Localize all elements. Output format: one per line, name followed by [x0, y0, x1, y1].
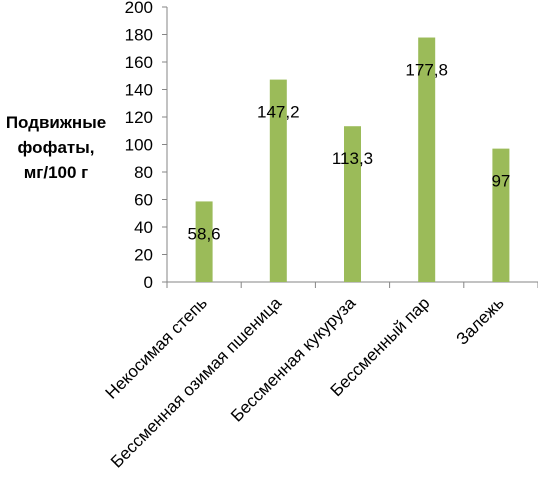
y-tick-label: 40	[134, 218, 153, 237]
data-label: 147,2	[257, 103, 300, 122]
y-tick-label: 180	[125, 26, 153, 45]
bar	[492, 148, 510, 282]
bar	[344, 126, 361, 283]
bar	[269, 79, 287, 282]
y-axis-label: Подвижные фофаты, мг/100 г	[0, 110, 112, 185]
x-tick-label: Залежь	[452, 293, 507, 348]
y-tick-label: 80	[134, 163, 153, 182]
y-axis-label-line: фофаты,	[17, 138, 95, 157]
y-tick-label: 20	[134, 246, 153, 265]
y-axis-label-line: мг/100 г	[23, 163, 89, 182]
y-tick-label: 0	[144, 273, 153, 292]
y-axis-label-line: Подвижные	[5, 113, 107, 132]
bar	[195, 201, 213, 282]
data-labels: 58,6 147,2 113,3 177,8 97	[188, 61, 511, 244]
y-tick-label: 140	[125, 81, 153, 100]
axes: 0 20 40 60 80 100 120 140 160 180 200	[125, 0, 538, 292]
y-tick-label: 200	[125, 0, 153, 17]
data-label: 113,3	[332, 149, 373, 168]
data-label: 97	[491, 172, 510, 191]
data-label: 58,6	[188, 224, 221, 243]
bars	[195, 37, 510, 283]
x-tick-label: Бессменная кукуруза	[227, 293, 360, 426]
y-tick-label: 120	[125, 108, 153, 127]
y-tick-label: 160	[125, 53, 153, 72]
data-label: 177,8	[405, 61, 448, 80]
bar	[418, 37, 436, 283]
y-tick-label: 100	[125, 136, 153, 155]
y-tick-label: 60	[134, 191, 153, 210]
